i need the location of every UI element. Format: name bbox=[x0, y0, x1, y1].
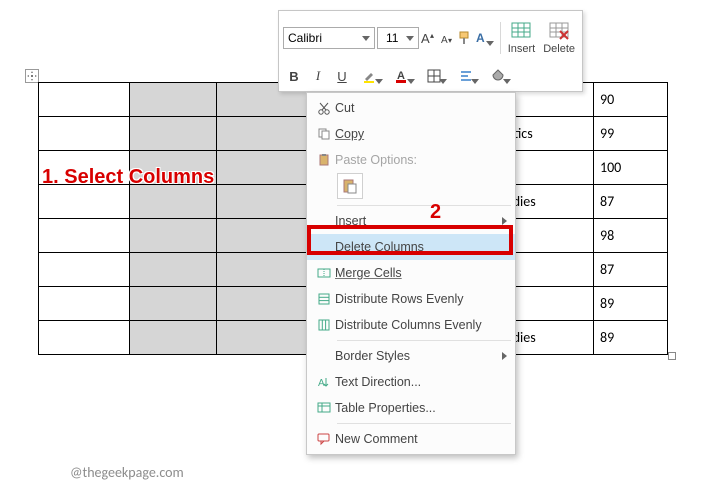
font-color-button[interactable]: A bbox=[387, 65, 417, 87]
ctx-text-direction[interactable]: A Text Direction... bbox=[307, 369, 515, 395]
align-button[interactable] bbox=[451, 65, 481, 87]
shrink-font-button[interactable]: A▾ bbox=[439, 27, 455, 49]
ctx-border-styles[interactable]: Border Styles bbox=[307, 343, 515, 369]
chevron-down-icon bbox=[407, 79, 415, 84]
mini-toolbar: Calibri 11 A▴ A▾ A Insert bbox=[278, 10, 583, 92]
chevron-down-icon bbox=[503, 79, 511, 84]
ctx-merge-cells[interactable]: Merge Cells bbox=[307, 260, 515, 286]
chevron-down-icon bbox=[404, 36, 416, 41]
grow-font-button[interactable]: A▴ bbox=[421, 27, 437, 49]
chevron-down-icon bbox=[486, 41, 494, 46]
borders-button[interactable] bbox=[419, 65, 449, 87]
delete-button[interactable]: Delete bbox=[540, 14, 578, 62]
table-properties-icon bbox=[313, 401, 335, 415]
svg-text:▾: ▾ bbox=[448, 36, 452, 45]
bold-button[interactable]: B bbox=[283, 65, 305, 87]
annotation-step2: 2 bbox=[430, 201, 441, 224]
table-move-handle[interactable] bbox=[25, 69, 39, 83]
text-direction-icon: A bbox=[313, 375, 335, 389]
merge-cells-icon bbox=[313, 266, 335, 280]
delete-table-icon bbox=[549, 22, 569, 42]
font-size-value: 11 bbox=[382, 31, 404, 45]
svg-text:A: A bbox=[476, 31, 485, 45]
paste-option-keep-source[interactable] bbox=[337, 173, 363, 199]
table-cell[interactable]: 90 bbox=[593, 83, 667, 117]
annotation-highlight-box bbox=[307, 225, 513, 255]
credit-text: @thegeekpage.com bbox=[70, 464, 184, 481]
annotation-step1: 1. Select Columns bbox=[42, 166, 214, 189]
ctx-distribute-columns[interactable]: Distribute Columns Evenly bbox=[307, 312, 515, 338]
copy-icon bbox=[313, 127, 335, 141]
insert-table-icon bbox=[511, 22, 531, 42]
comment-icon bbox=[313, 432, 335, 446]
shading-button[interactable] bbox=[483, 65, 513, 87]
table-resize-handle[interactable] bbox=[668, 352, 676, 360]
italic-button[interactable]: I bbox=[307, 65, 329, 87]
svg-text:A: A bbox=[318, 378, 325, 389]
svg-text:A: A bbox=[441, 35, 448, 46]
svg-text:▴: ▴ bbox=[430, 31, 434, 40]
cut-icon bbox=[313, 101, 335, 115]
ctx-cut[interactable]: Cut bbox=[307, 95, 515, 121]
distribute-rows-icon bbox=[313, 292, 335, 306]
separator bbox=[337, 205, 511, 206]
underline-button[interactable]: U bbox=[331, 65, 353, 87]
font-size-select[interactable]: 11 bbox=[377, 27, 419, 49]
svg-text:A: A bbox=[421, 31, 430, 46]
table-cell-selected[interactable] bbox=[130, 83, 217, 117]
chevron-down-icon bbox=[375, 79, 383, 84]
separator bbox=[500, 22, 501, 54]
ctx-paste-options-header: Paste Options: bbox=[307, 147, 515, 173]
chevron-down-icon bbox=[471, 79, 479, 84]
context-menu: Cut Copy Paste Options: Insert Delete Co… bbox=[306, 92, 516, 455]
font-name-select[interactable]: Calibri bbox=[283, 27, 375, 49]
format-painter-button[interactable] bbox=[457, 27, 473, 49]
table-cell[interactable] bbox=[39, 83, 130, 117]
ctx-distribute-rows[interactable]: Distribute Rows Evenly bbox=[307, 286, 515, 312]
insert-button[interactable]: Insert bbox=[505, 14, 539, 62]
submenu-arrow-icon bbox=[502, 352, 507, 360]
ctx-copy[interactable]: Copy bbox=[307, 121, 515, 147]
highlight-button[interactable] bbox=[355, 65, 385, 87]
ctx-new-comment[interactable]: New Comment bbox=[307, 426, 515, 452]
font-name-value: Calibri bbox=[288, 31, 360, 45]
delete-label: Delete bbox=[543, 43, 575, 55]
distribute-cols-icon bbox=[313, 318, 335, 332]
submenu-arrow-icon bbox=[502, 217, 507, 225]
chevron-down-icon bbox=[439, 79, 447, 84]
ctx-table-properties[interactable]: Table Properties... bbox=[307, 395, 515, 421]
separator bbox=[337, 340, 511, 341]
paste-icon bbox=[313, 153, 335, 167]
separator bbox=[337, 423, 511, 424]
chevron-down-icon bbox=[360, 36, 372, 41]
insert-label: Insert bbox=[508, 43, 536, 55]
styles-button[interactable]: A bbox=[475, 27, 496, 49]
